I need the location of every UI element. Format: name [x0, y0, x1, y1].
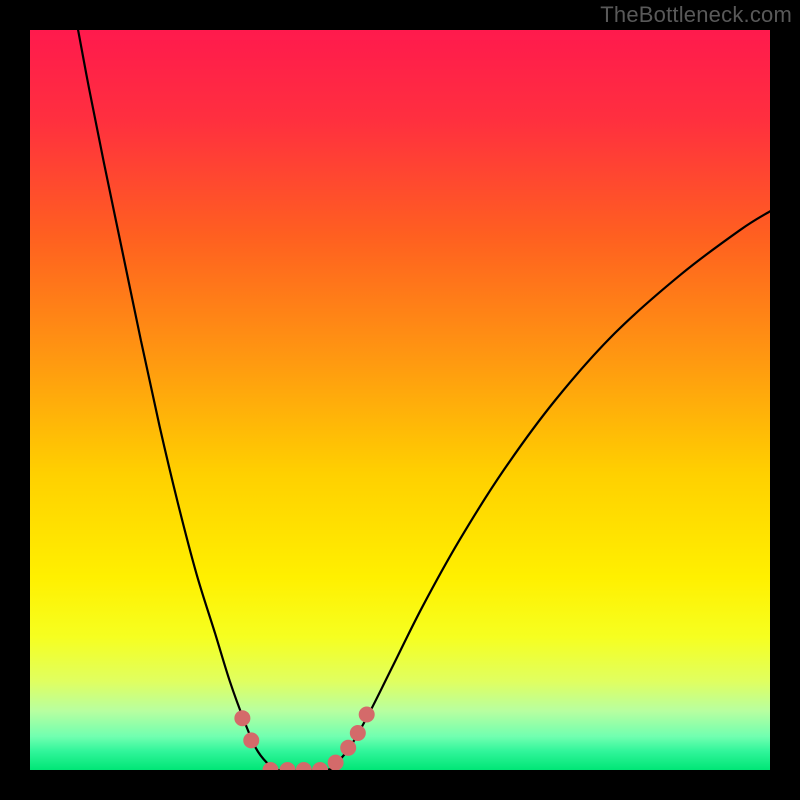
valley-marker — [280, 763, 295, 771]
valley-marker — [328, 755, 343, 770]
valley-marker — [350, 726, 365, 741]
valley-marker — [296, 763, 311, 771]
chart-frame: TheBottleneck.com — [0, 0, 800, 800]
watermark-text: TheBottleneck.com — [600, 2, 792, 28]
curve-path — [78, 30, 770, 770]
plot-area — [30, 30, 770, 770]
bottleneck-curve — [30, 30, 770, 770]
valley-marker — [235, 711, 250, 726]
valley-marker — [263, 763, 278, 771]
valley-marker — [244, 733, 259, 748]
valley-marker — [341, 740, 356, 755]
valley-marker — [313, 763, 328, 771]
valley-marker — [359, 707, 374, 722]
